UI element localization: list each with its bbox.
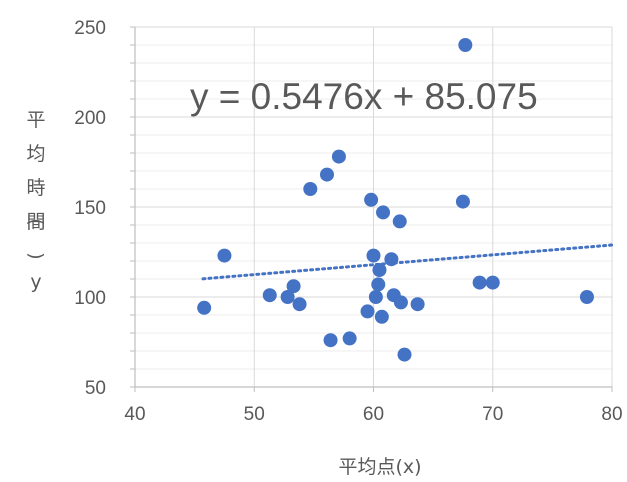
axes bbox=[130, 26, 613, 392]
data-point bbox=[331, 149, 346, 164]
y-axis-label-char: 平 bbox=[26, 109, 46, 131]
data-point bbox=[323, 333, 338, 348]
data-point bbox=[374, 309, 389, 324]
y-tick-label: 250 bbox=[74, 18, 106, 39]
data-point bbox=[217, 248, 232, 263]
data-point bbox=[366, 248, 381, 263]
data-point bbox=[393, 295, 408, 310]
data-point bbox=[397, 347, 412, 362]
y-axis-label-char: 時 bbox=[26, 177, 46, 199]
data-point bbox=[371, 277, 386, 292]
data-point bbox=[364, 192, 379, 207]
x-axis-label: 平均点(x) bbox=[338, 456, 422, 478]
y-axis-label-char: ( bbox=[25, 218, 47, 226]
data-point bbox=[384, 252, 399, 267]
x-tick-label: 80 bbox=[601, 404, 622, 425]
data-point bbox=[280, 290, 295, 304]
x-tick-label: 40 bbox=[124, 404, 145, 425]
data-point bbox=[410, 297, 425, 312]
data-points bbox=[197, 38, 594, 362]
y-axis-label-char: 均 bbox=[26, 143, 46, 165]
data-point bbox=[262, 288, 277, 303]
tick-labels: 40 50 60 70 80 50 100 150 200 250 bbox=[74, 18, 622, 425]
y-tick-label: 50 bbox=[85, 378, 106, 399]
data-point bbox=[286, 279, 301, 294]
y-tick-label: 100 bbox=[74, 288, 106, 309]
y-axis-label-char: ) bbox=[25, 252, 47, 260]
trendline-group bbox=[201, 243, 614, 281]
x-tick-label: 50 bbox=[244, 404, 265, 425]
data-point bbox=[485, 275, 500, 290]
data-point bbox=[360, 304, 375, 319]
data-point bbox=[368, 290, 383, 304]
data-point bbox=[472, 275, 487, 290]
x-tick-label: 70 bbox=[482, 404, 503, 425]
x-tick-label: 60 bbox=[363, 404, 384, 425]
data-point bbox=[197, 300, 212, 315]
y-tick-label: 200 bbox=[74, 108, 106, 129]
data-point bbox=[292, 297, 307, 312]
data-point bbox=[376, 205, 391, 220]
trendline-equation: y = 0.5476x + 85.075 bbox=[190, 76, 538, 117]
data-point bbox=[458, 38, 473, 52]
y-axis-label-char: 間 bbox=[26, 211, 46, 233]
data-point bbox=[342, 331, 357, 346]
data-point bbox=[455, 194, 470, 209]
y-tick-label: 150 bbox=[74, 198, 106, 219]
data-point bbox=[372, 263, 387, 277]
y-axis-label-char: y bbox=[30, 270, 42, 293]
data-point bbox=[319, 167, 334, 182]
data-point bbox=[303, 182, 318, 196]
trendline bbox=[201, 243, 614, 281]
data-point bbox=[579, 290, 594, 304]
data-point bbox=[392, 214, 407, 229]
